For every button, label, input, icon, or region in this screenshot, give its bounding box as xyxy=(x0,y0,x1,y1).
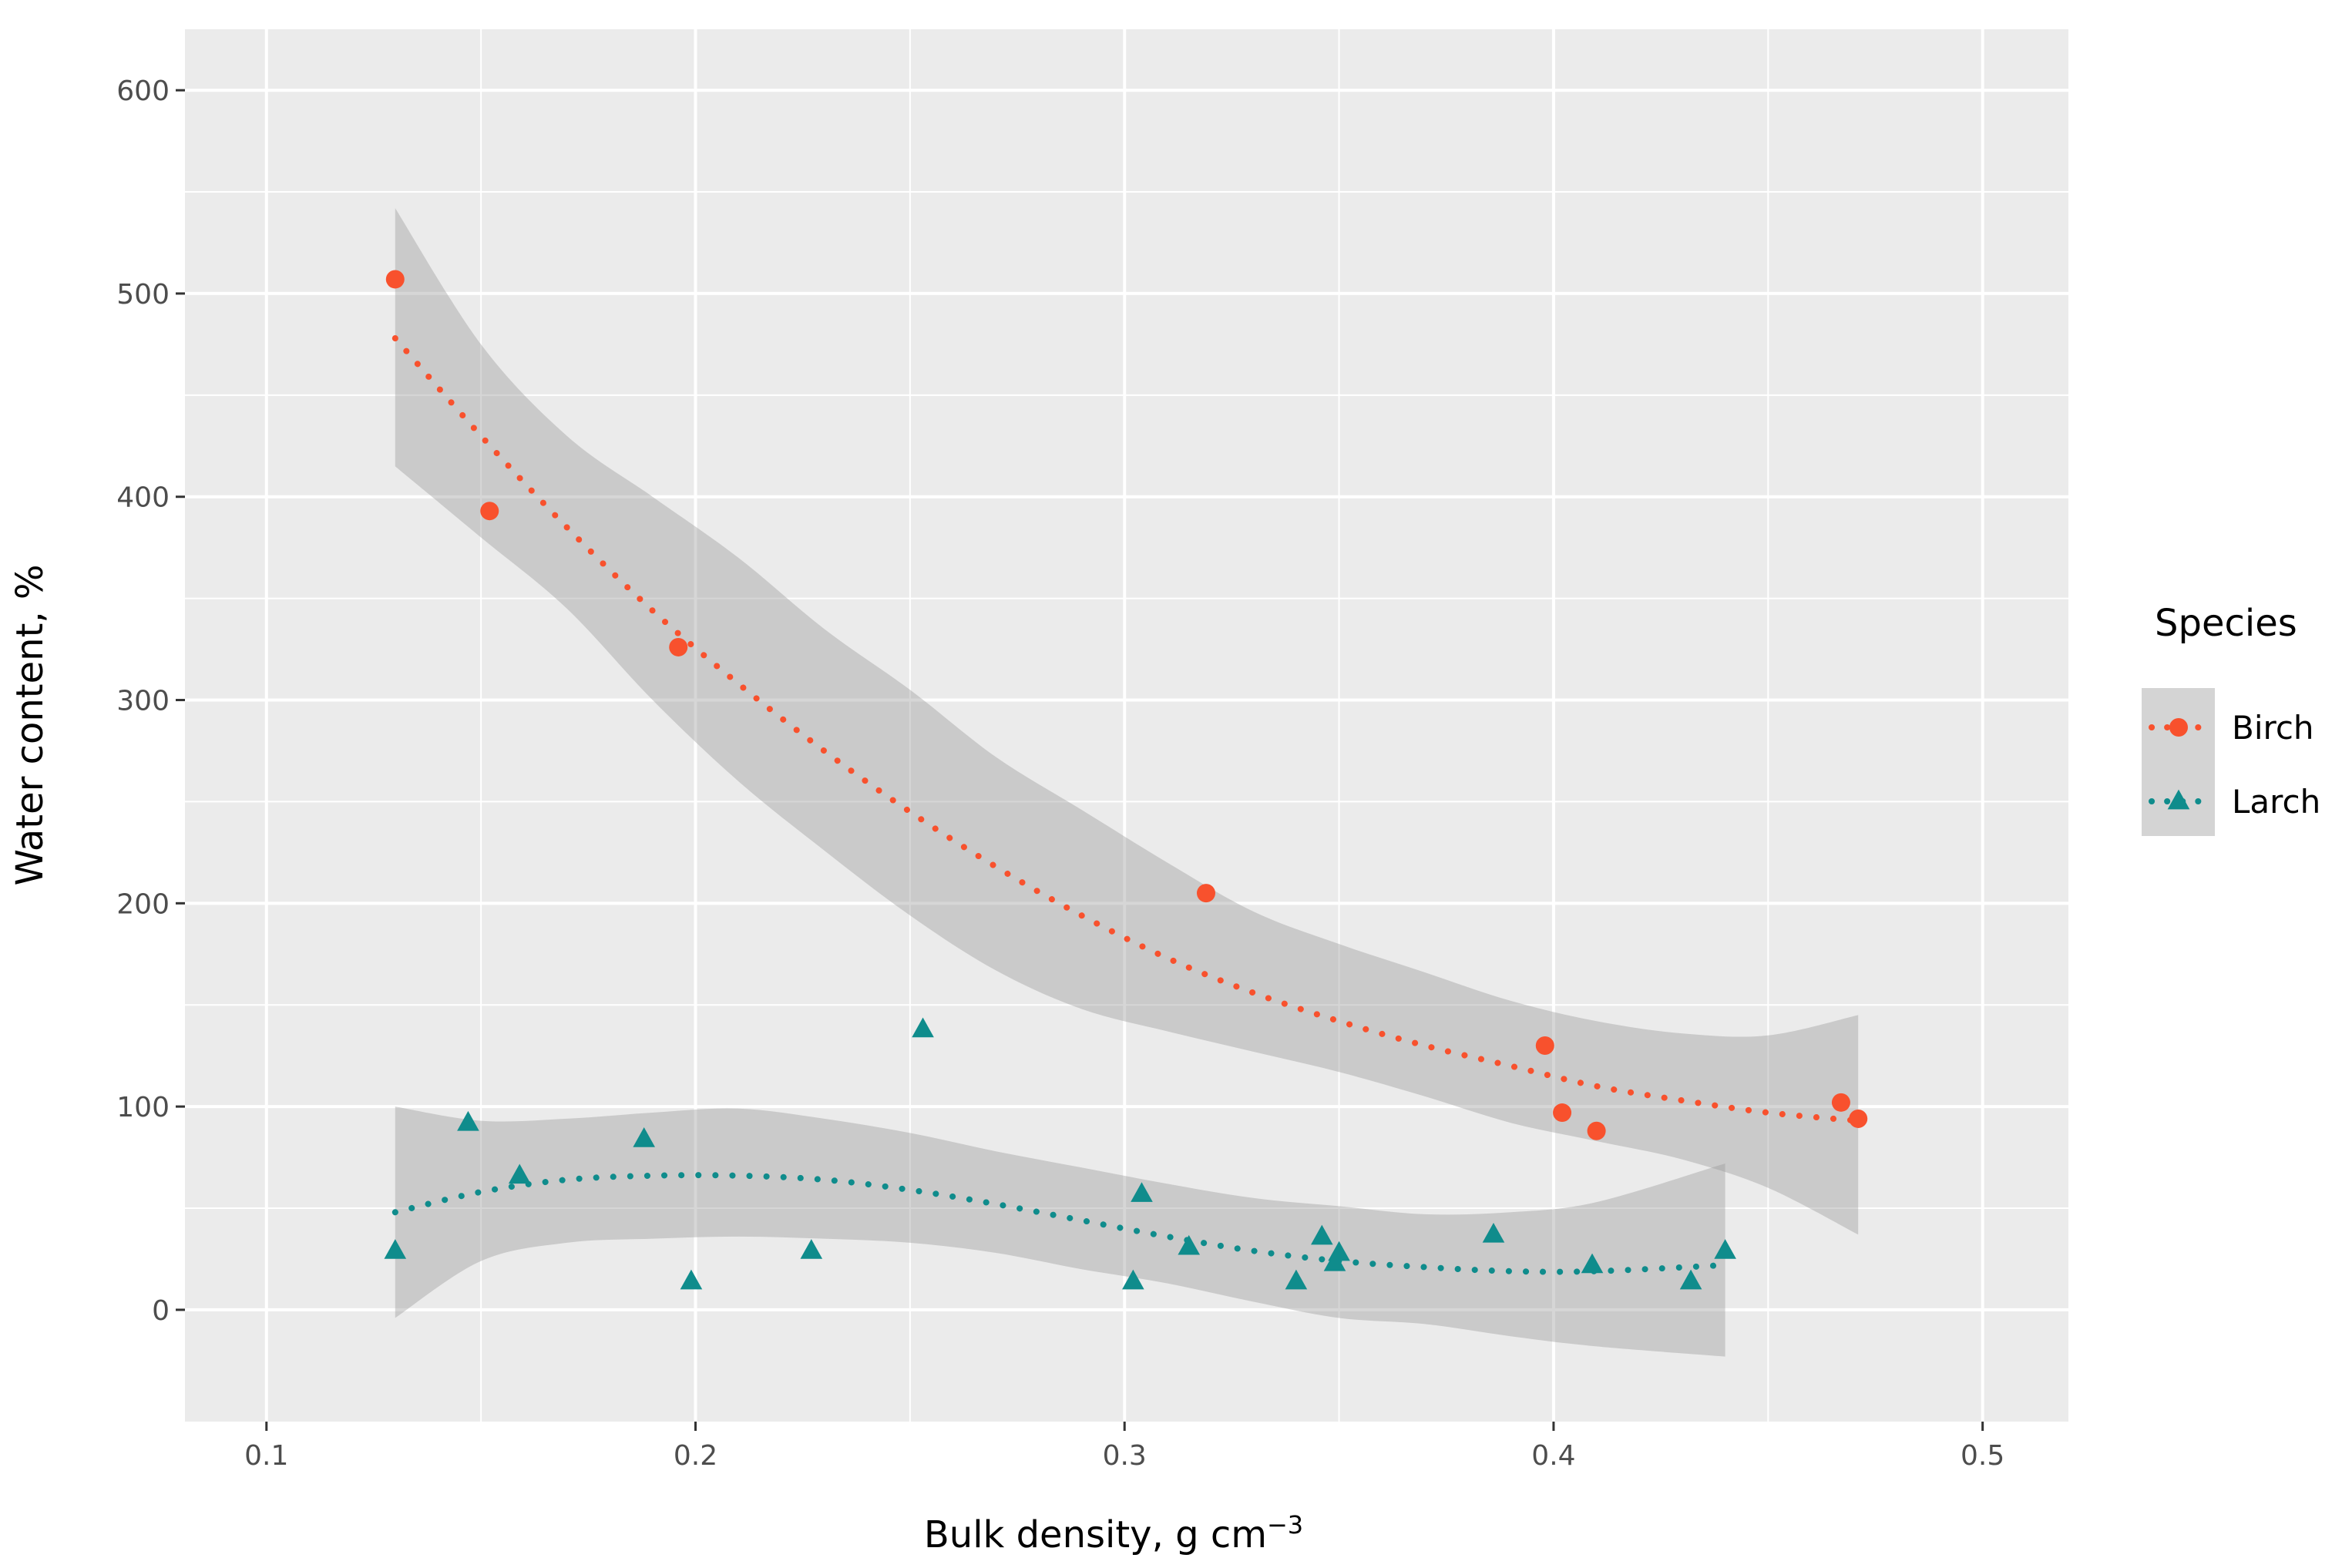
legend-title: Species xyxy=(2155,602,2297,645)
legend: Species Birch Larch xyxy=(2142,602,2320,836)
chart: 0.1 0.2 0.3 0.4 0.5 0 100 200 300 400 500 600 Bulk… xyxy=(0,0,2342,1568)
birch-point xyxy=(1849,1110,1867,1128)
x-tick-label: 0.1 xyxy=(244,1440,288,1472)
birch-point xyxy=(669,638,687,656)
x-axis: 0.1 0.2 0.3 0.4 0.5 xyxy=(244,1422,2004,1472)
y-tick-label: 0 xyxy=(152,1295,170,1327)
birch-point xyxy=(480,502,499,520)
x-tick-label: 0.5 xyxy=(1961,1440,2004,1472)
legend-birch-marker xyxy=(2169,718,2188,737)
y-tick-label: 100 xyxy=(116,1092,170,1123)
x-tick-label: 0.3 xyxy=(1103,1440,1147,1472)
legend-birch-label: Birch xyxy=(2232,709,2314,747)
y-axis: 0 100 200 300 400 500 600 xyxy=(116,76,185,1327)
birch-point xyxy=(1588,1122,1606,1140)
y-tick-label: 200 xyxy=(116,888,170,920)
x-tick-label: 0.2 xyxy=(674,1440,717,1472)
y-tick-label: 300 xyxy=(116,686,170,717)
x-axis-title-superscript: −3 xyxy=(1267,1510,1303,1539)
birch-point xyxy=(1536,1036,1554,1055)
y-tick-label: 400 xyxy=(116,482,170,514)
x-tick-label: 0.4 xyxy=(1531,1440,1575,1472)
y-tick-label: 500 xyxy=(116,279,170,311)
x-axis-title-text: Bulk density, g cm xyxy=(924,1513,1267,1556)
x-axis-title: Bulk density, g cm−3 xyxy=(924,1510,1303,1556)
birch-point xyxy=(1553,1103,1571,1122)
birch-point xyxy=(1832,1093,1850,1112)
y-tick-label: 600 xyxy=(116,76,170,107)
y-axis-title: Water content, % xyxy=(8,564,52,885)
legend-larch-label: Larch xyxy=(2232,783,2320,821)
birch-point xyxy=(1197,884,1215,902)
birch-point xyxy=(386,270,405,288)
legend-key-box xyxy=(2142,688,2215,836)
